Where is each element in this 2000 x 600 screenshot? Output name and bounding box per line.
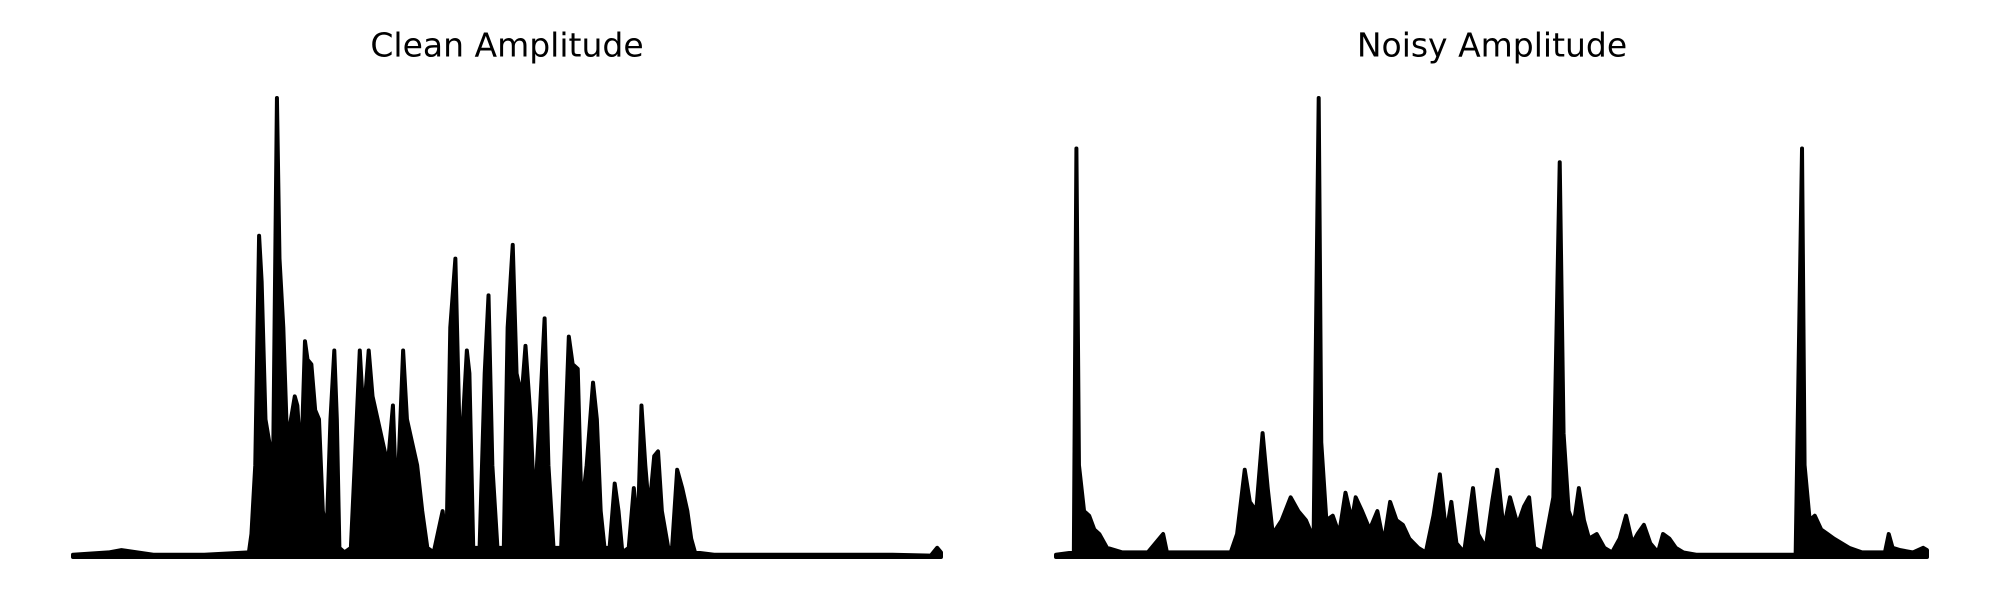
chart-title: Noisy Amplitude [1357, 26, 1627, 65]
chart-title: Clean Amplitude [370, 26, 643, 65]
amplitude-area [1054, 96, 1929, 559]
amplitude-area [71, 96, 943, 559]
